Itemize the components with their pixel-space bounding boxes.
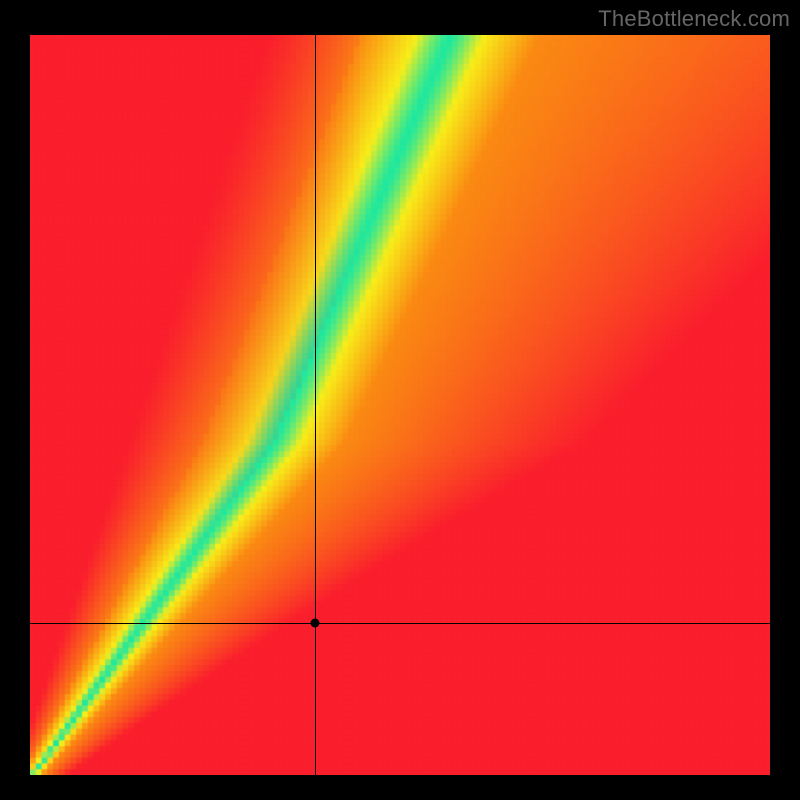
root: TheBottleneck.com <box>0 0 800 800</box>
crosshair-horizontal <box>30 623 770 624</box>
heatmap-plot <box>30 35 770 775</box>
crosshair-dot <box>310 619 319 628</box>
watermark-text: TheBottleneck.com <box>598 6 790 32</box>
heatmap-canvas <box>30 35 770 775</box>
crosshair-vertical <box>315 35 316 775</box>
